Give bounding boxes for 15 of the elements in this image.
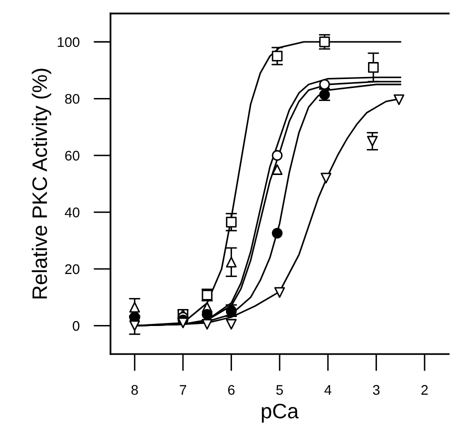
x-tick-label: 6 — [228, 385, 235, 395]
y-tick-label: 40 — [64, 208, 80, 218]
x-tick-label: 8 — [131, 385, 138, 395]
y-axis-title: Relative PKC Activity (%) — [32, 68, 52, 298]
y-tick-label: 0 — [72, 321, 80, 331]
x-tick-label: 7 — [180, 385, 186, 395]
y-tick-label: 100 — [58, 37, 80, 48]
x-tick-label: 5 — [276, 385, 283, 395]
y-tick-label: 60 — [65, 150, 80, 161]
x-tick-label: 2 — [421, 385, 428, 395]
x-tick-label: 3 — [372, 385, 380, 395]
y-tick-label: 80 — [65, 94, 80, 104]
y-tick-label: 20 — [65, 264, 80, 274]
x-axis-title: pCa — [262, 404, 299, 423]
x-tick-label: 4 — [324, 385, 332, 395]
